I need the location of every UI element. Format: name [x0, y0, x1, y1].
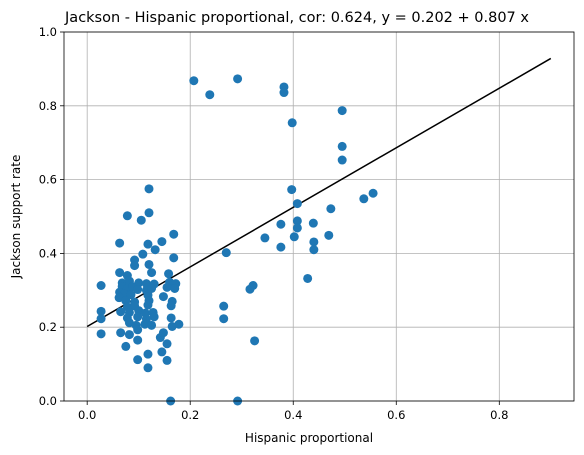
data-point — [126, 290, 136, 300]
data-point — [289, 232, 299, 242]
data-point — [221, 248, 231, 258]
data-point — [124, 330, 134, 340]
data-point — [169, 229, 179, 239]
data-point — [324, 230, 334, 240]
y-tick-label: 0.6 — [39, 173, 57, 187]
x-tick-label: 0.4 — [284, 408, 302, 422]
data-point — [138, 249, 148, 259]
y-axis-label: Jackson support rate — [9, 155, 23, 280]
data-point — [245, 284, 255, 294]
data-point — [133, 335, 143, 345]
regression-line — [86, 57, 552, 328]
plot-frame — [63, 31, 575, 402]
data-point — [205, 90, 215, 100]
data-point — [116, 328, 126, 338]
x-tick-label: 0.8 — [490, 408, 508, 422]
data-point — [250, 336, 260, 346]
data-point — [368, 188, 378, 198]
data-point — [166, 313, 176, 323]
data-point — [143, 349, 153, 359]
x-tick-label: 0.6 — [387, 408, 405, 422]
data-point — [309, 245, 319, 255]
y-tick-label: 0.4 — [39, 246, 57, 260]
data-point — [158, 328, 168, 338]
data-point — [276, 219, 286, 229]
data-point — [147, 320, 157, 330]
y-tick-label: 0.8 — [39, 99, 57, 113]
data-point — [133, 355, 143, 365]
data-point — [149, 312, 159, 322]
data-point — [133, 312, 143, 322]
data-point — [292, 199, 302, 209]
data-point — [309, 237, 319, 247]
data-point — [143, 300, 153, 310]
data-point — [219, 314, 229, 324]
data-point — [130, 261, 140, 271]
data-point — [115, 238, 125, 248]
data-point — [115, 268, 125, 278]
data-point — [157, 347, 167, 357]
data-point — [337, 106, 347, 116]
data-point — [144, 259, 154, 269]
data-point — [337, 155, 347, 165]
data-point — [143, 239, 153, 249]
data-point — [162, 339, 172, 349]
data-point — [337, 141, 347, 151]
data-point — [164, 269, 174, 279]
x-tick-label: 0.2 — [181, 408, 199, 422]
x-tick-label: 0.0 — [78, 408, 96, 422]
data-point — [96, 314, 106, 324]
data-point — [166, 301, 176, 311]
data-point — [279, 88, 289, 98]
data-point — [96, 281, 106, 291]
data-point — [133, 325, 143, 335]
data-point — [292, 223, 302, 233]
y-axis-ticks: 0.0 0.2 0.4 0.6 0.8 1.0 — [39, 25, 64, 408]
data-point — [292, 216, 302, 226]
data-points — [96, 74, 378, 406]
data-point — [147, 268, 157, 278]
data-point — [150, 245, 160, 255]
y-tick-label: 1.0 — [39, 25, 57, 39]
y-tick-label: 0.2 — [39, 320, 57, 334]
data-point — [219, 301, 229, 311]
regression-line-group — [86, 57, 552, 328]
data-point — [326, 204, 336, 214]
data-point — [359, 194, 369, 204]
data-point — [158, 292, 168, 302]
data-point — [147, 283, 157, 293]
data-point — [233, 74, 243, 84]
y-tick-label: 0.0 — [39, 394, 57, 408]
data-point — [169, 253, 179, 263]
x-axis-ticks: 0.0 0.2 0.4 0.6 0.8 — [78, 401, 508, 422]
data-point — [260, 233, 270, 243]
data-point — [167, 321, 177, 331]
data-point — [162, 282, 172, 292]
data-point — [116, 307, 126, 317]
data-point — [287, 118, 297, 128]
data-point — [276, 242, 286, 252]
data-point — [140, 319, 150, 329]
data-point — [162, 355, 172, 365]
data-point — [144, 208, 154, 218]
data-point — [121, 341, 131, 351]
data-point — [96, 306, 106, 316]
data-point — [114, 293, 124, 303]
data-point — [143, 363, 153, 373]
data-point — [133, 285, 143, 295]
data-point — [122, 211, 132, 221]
data-point — [287, 185, 297, 195]
data-point — [157, 237, 167, 247]
data-point — [303, 273, 313, 283]
data-point — [136, 215, 146, 225]
x-axis-label: Hispanic proportional — [245, 431, 373, 445]
data-point — [189, 76, 199, 86]
data-point — [144, 184, 154, 194]
data-point — [170, 283, 180, 293]
data-point — [96, 329, 106, 339]
data-point — [308, 218, 318, 228]
chart-title: Jackson - Hispanic proportional, cor: 0.… — [64, 10, 529, 26]
